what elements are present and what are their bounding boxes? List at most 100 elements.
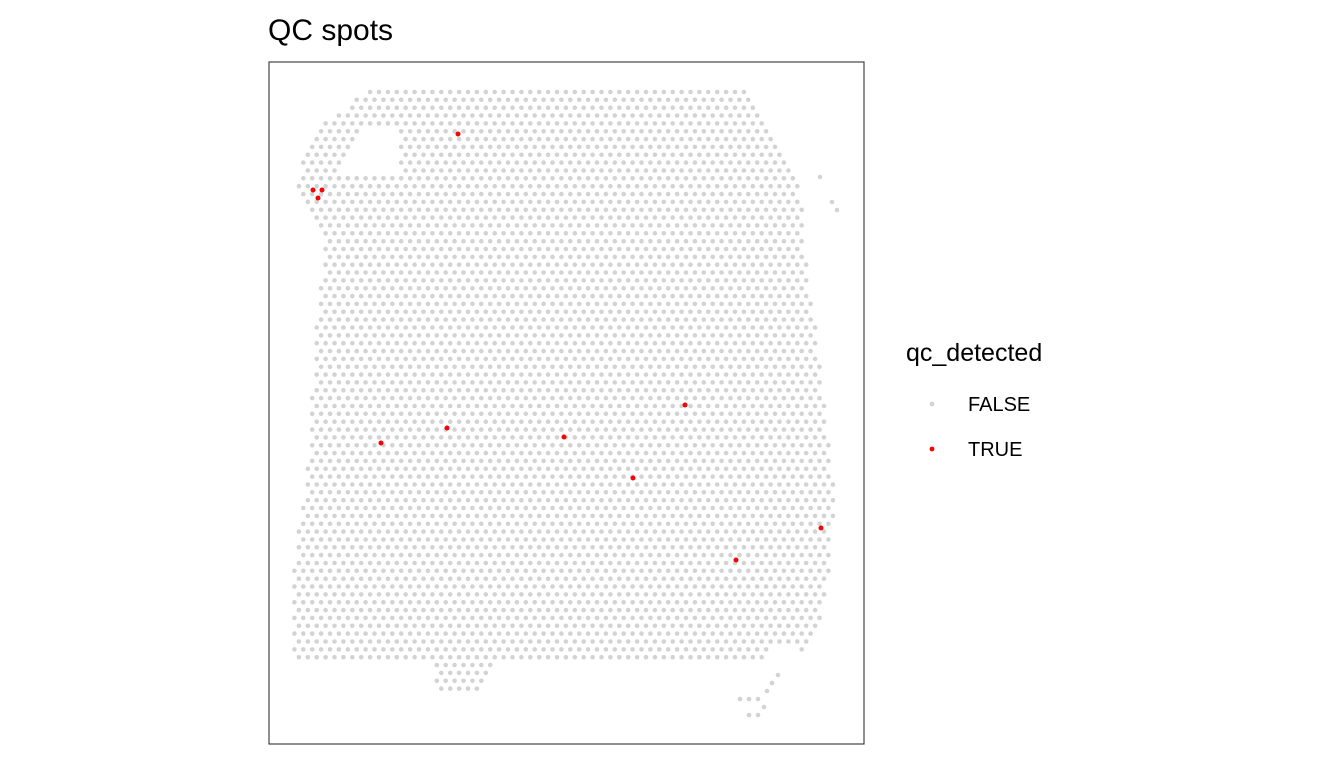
- spot-false: [425, 270, 431, 275]
- spot-false: [461, 427, 466, 432]
- spot-false: [425, 411, 431, 417]
- spot-false: [812, 576, 818, 581]
- spot-false: [706, 435, 711, 440]
- spot-false: [701, 521, 707, 527]
- spot-false: [612, 97, 618, 103]
- spot-false: [363, 238, 368, 244]
- spot-false: [430, 325, 435, 330]
- spot-false: [528, 607, 533, 613]
- spot-false: [719, 317, 724, 322]
- spot-false: [714, 607, 720, 613]
- spot-false: [617, 199, 622, 205]
- spot-false: [416, 191, 422, 197]
- spot-false: [808, 490, 813, 495]
- spot-false: [710, 348, 715, 354]
- spot-false: [318, 129, 324, 134]
- spot-false: [617, 639, 622, 644]
- spot-false: [728, 191, 733, 197]
- spot-false: [425, 474, 431, 479]
- spot-true: [455, 131, 461, 137]
- spot-false: [390, 317, 395, 322]
- spot-false: [621, 552, 626, 558]
- spot-false: [358, 121, 364, 126]
- spot-false: [772, 238, 778, 244]
- spot-false: [674, 505, 680, 511]
- spot-false: [746, 458, 751, 464]
- spot-false: [777, 278, 782, 283]
- spot-false: [754, 333, 760, 338]
- spot-false: [421, 121, 426, 126]
- spot-false: [755, 712, 761, 718]
- spot-false: [803, 372, 809, 377]
- spot-false: [372, 207, 377, 213]
- spot-false: [795, 623, 800, 629]
- spot-false: [630, 411, 635, 417]
- spot-false: [487, 129, 493, 134]
- spot-false: [768, 293, 773, 299]
- spot-false: [545, 482, 551, 487]
- spot-false: [416, 207, 422, 213]
- spot-false: [795, 388, 800, 393]
- spot-false: [367, 89, 373, 95]
- spot-false: [608, 325, 613, 330]
- spot-false: [541, 600, 546, 605]
- spot-false: [652, 121, 658, 126]
- spot-false: [750, 560, 756, 566]
- spot-false: [541, 458, 546, 464]
- spot-false: [376, 623, 382, 629]
- spot-false: [390, 395, 395, 401]
- spot-false: [723, 497, 729, 503]
- spot-false: [430, 152, 435, 158]
- spot-false: [487, 113, 493, 118]
- spot-false: [367, 121, 373, 126]
- spot-false: [385, 262, 391, 268]
- spot-false: [714, 309, 720, 315]
- spot-false: [710, 129, 715, 134]
- spot-false: [550, 317, 555, 322]
- spot-false: [336, 191, 342, 197]
- spot-false: [625, 482, 631, 487]
- spot-false: [323, 560, 328, 566]
- spot-false: [603, 238, 609, 244]
- spot-false: [358, 403, 364, 409]
- spot-false: [612, 600, 618, 605]
- spot-false: [706, 278, 711, 283]
- spot-false: [443, 223, 449, 228]
- spot-false: [617, 607, 622, 613]
- spot-false: [443, 443, 449, 448]
- spot-false: [719, 568, 724, 574]
- spot-false: [443, 584, 449, 589]
- spot-false: [763, 615, 769, 621]
- spot-false: [630, 647, 635, 652]
- spot-false: [398, 160, 404, 165]
- spot-false: [746, 191, 751, 197]
- spot-false: [430, 419, 435, 425]
- spot-false: [688, 231, 693, 236]
- spot-false: [332, 607, 337, 613]
- spot-false: [523, 97, 529, 103]
- spot-false: [634, 560, 640, 566]
- spot-false: [799, 364, 804, 370]
- spot-false: [799, 584, 804, 589]
- spot-false: [327, 600, 333, 605]
- spot-false: [714, 183, 720, 189]
- spot-false: [639, 176, 644, 181]
- spot-false: [581, 545, 586, 550]
- spot-false: [350, 183, 355, 189]
- spot-false: [372, 176, 377, 181]
- spot-false: [630, 615, 635, 621]
- spot-false: [350, 262, 355, 268]
- spot-false: [416, 160, 422, 165]
- spot-false: [505, 490, 511, 495]
- spot-false: [407, 647, 413, 652]
- spot-false: [372, 113, 377, 118]
- spot-false: [554, 639, 560, 644]
- spot-false: [750, 246, 756, 252]
- spot-false: [447, 560, 453, 566]
- spot-false: [505, 207, 511, 213]
- spot-false: [697, 545, 702, 550]
- spot-false: [559, 364, 564, 370]
- spot-false: [501, 152, 506, 158]
- spot-false: [576, 364, 582, 370]
- spot-false: [559, 223, 564, 228]
